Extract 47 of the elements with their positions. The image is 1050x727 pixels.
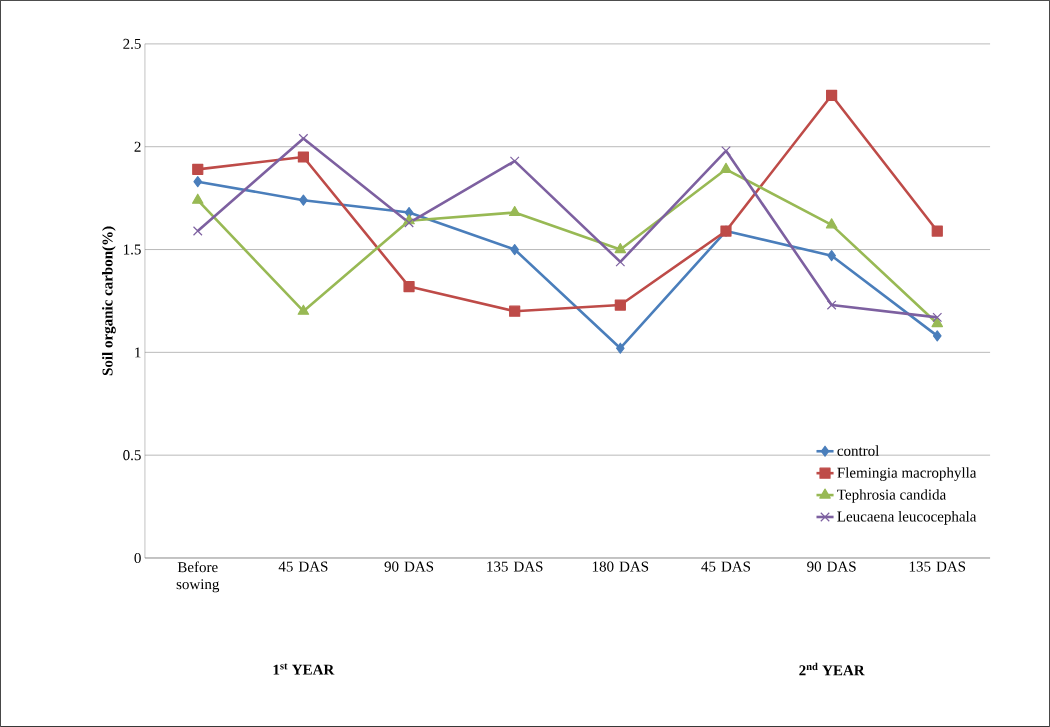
text: 1$^{st}$ YEAR xyxy=(273,663,335,675)
point xyxy=(509,305,521,317)
point xyxy=(932,312,943,323)
point xyxy=(931,225,943,237)
point xyxy=(721,146,731,156)
point xyxy=(826,300,837,310)
x-tick-label: 90 DAS xyxy=(807,561,856,572)
y-axis-title: Soil organic carbon(%) xyxy=(102,226,116,376)
x-tick-label: 135 DAS xyxy=(909,561,966,572)
x-tick-label: 45 DAS xyxy=(701,561,751,572)
x-tick-label: 135 DAS xyxy=(487,561,543,572)
y-tick-label: 2 xyxy=(134,141,141,152)
point xyxy=(931,316,944,328)
legend-label: Leucaena leucocephala xyxy=(837,511,977,525)
point xyxy=(615,342,625,354)
y-tick-label: 1.5 xyxy=(123,244,141,255)
text: 2$^{nd}$ YEAR xyxy=(799,662,865,676)
point xyxy=(192,163,204,175)
legend-label: control xyxy=(837,445,880,456)
legend-label: Tephrosia candida xyxy=(837,489,947,503)
point xyxy=(510,243,520,256)
y-tick-label: 1 xyxy=(135,347,141,358)
point xyxy=(297,304,310,315)
point xyxy=(825,218,838,229)
point xyxy=(403,280,415,293)
point xyxy=(193,176,203,188)
point xyxy=(297,151,309,163)
point xyxy=(299,194,308,206)
point xyxy=(720,162,732,173)
legend-label: Flemingia macrophylla xyxy=(837,467,977,481)
x-tick-label: 45 DAS xyxy=(278,561,328,572)
point xyxy=(192,226,203,236)
point xyxy=(509,156,520,166)
x-tick-label: Before sowing xyxy=(176,561,220,593)
point xyxy=(298,133,309,144)
point xyxy=(614,299,626,311)
x-tick-label: 90 DAS xyxy=(384,561,434,572)
y-tick-label: 2.5 xyxy=(123,38,141,50)
point xyxy=(614,242,627,254)
point xyxy=(827,250,836,262)
point xyxy=(932,330,942,342)
x-tick-label: 180 DAS xyxy=(592,561,649,572)
point xyxy=(508,205,521,217)
y-tick-label: 0 xyxy=(134,552,141,564)
point xyxy=(826,89,838,101)
point xyxy=(191,193,204,204)
y-tick-label: 0.5 xyxy=(123,450,141,461)
